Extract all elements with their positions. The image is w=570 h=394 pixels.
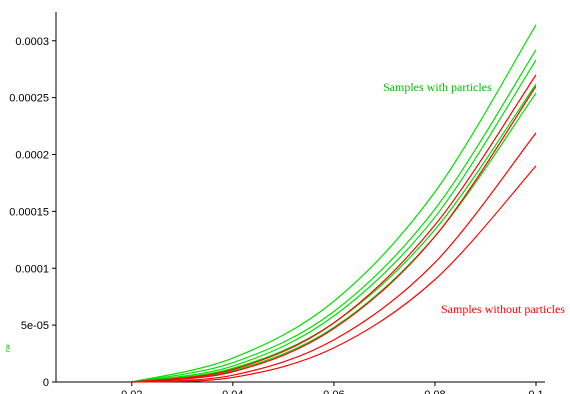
chart-series-layer — [131, 24, 537, 383]
x-tick-label: 0.02 — [121, 389, 142, 394]
x-tick-label: 0.06 — [323, 389, 344, 394]
y-tick-label: 0.0003 — [15, 36, 49, 48]
x-tick-label: 0.04 — [222, 389, 243, 394]
x-tick-label: 0.1 — [528, 389, 543, 394]
y-tick-label: 0.00015 — [9, 206, 49, 218]
y-tick-label: 0.0002 — [15, 150, 49, 162]
chart-axes: 0 5e-05 0.0001 0.00015 0.0002 0.00025 0.0003 0.… — [9, 12, 545, 394]
y-tick-label: 5e-05 — [21, 320, 49, 332]
y-axis-label: rw — [5, 344, 12, 352]
series-line-with-particles-1 — [131, 24, 537, 383]
series-line-without-particles-8 — [131, 132, 537, 383]
x-tick-label: 0.08 — [424, 389, 445, 394]
y-tick-label: 0 — [43, 377, 49, 389]
series-line-without-particles-6 — [131, 74, 537, 383]
series-line-with-particles-2 — [131, 49, 537, 383]
series-line-with-particles-5 — [131, 92, 537, 383]
annotation-samples-with-particles: Samples with particles — [383, 80, 492, 94]
series-line-with-particles-3 — [131, 59, 537, 383]
y-tick-label: 0.00025 — [9, 93, 49, 105]
annotation-samples-without-particles: Samples without particles — [441, 302, 565, 316]
y-tick-label: 0.0001 — [15, 263, 49, 275]
series-line-without-particles-9 — [131, 165, 537, 383]
series-line-without-particles-7 — [131, 85, 537, 383]
